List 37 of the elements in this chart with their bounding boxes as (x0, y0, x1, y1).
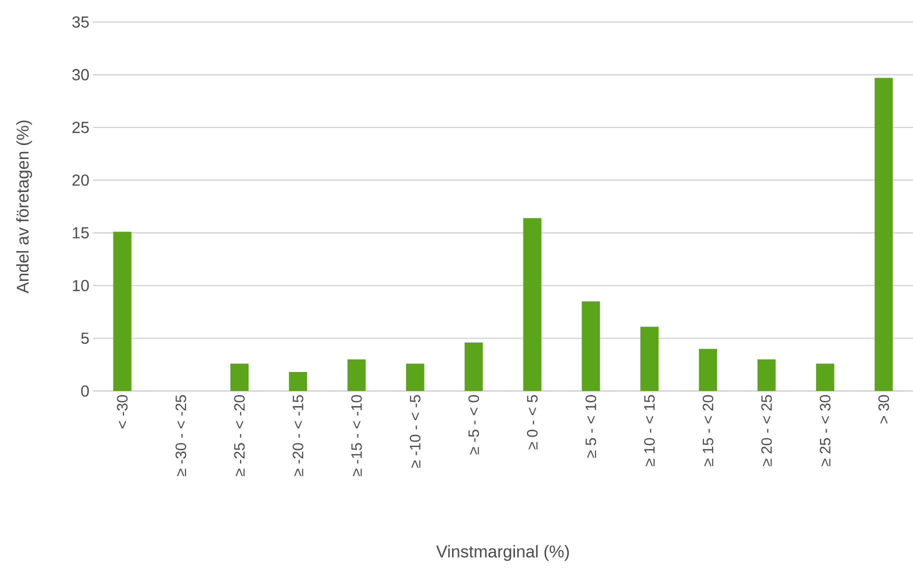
y-tick-label: 20 (72, 174, 89, 186)
x-tick-label: ≥ -15 - < -10 (351, 395, 362, 476)
y-axis-title: Andel av företagen (%) (16, 120, 32, 294)
bar (758, 359, 776, 391)
x-tick-label: ≥ -5 - < 0 (468, 395, 480, 454)
y-tick-label: 30 (72, 69, 89, 80)
bar (288, 372, 308, 391)
x-tick-label: ≥ -20 - < -15 (292, 395, 304, 476)
y-tick-label: 5 (81, 332, 89, 344)
y-tick-label: 15 (72, 227, 89, 238)
x-tick-label: ≥ 25 - < 30 (820, 395, 830, 466)
bar (698, 348, 718, 391)
x-tick-label: ≥ 10 - < 15 (644, 395, 655, 466)
bar (113, 232, 132, 391)
x-tick-label: ≥ 20 - < 25 (761, 395, 772, 466)
x-tick-label: ≥ -30 - < -25 (176, 395, 186, 476)
x-tick-label: ≥ -25 - < -20 (234, 395, 245, 476)
bar (816, 364, 834, 391)
x-tick-label: > 30 (878, 395, 890, 424)
x-tick-label: ≥ 5 - < 10 (586, 395, 596, 458)
bar (348, 359, 366, 391)
x-tick-label: < -30 (116, 395, 128, 428)
bar (523, 218, 542, 391)
bar (464, 342, 483, 391)
x-tick-label: ≥ 0 - < 5 (526, 395, 538, 450)
x-axis-title: Vinstmarginal (%) (436, 545, 569, 561)
y-tick-label: 0 (81, 385, 89, 397)
y-tick-label: 10 (72, 280, 89, 292)
x-tick-label: ≥ -10 - < -5 (410, 395, 420, 468)
bar (640, 326, 659, 391)
bar (582, 301, 600, 391)
y-tick-label: 35 (72, 16, 89, 28)
x-tick-label: ≥ 15 - < 20 (702, 395, 714, 466)
bar (406, 364, 424, 391)
bar (230, 364, 249, 391)
bar (874, 78, 893, 391)
y-tick-label: 25 (72, 122, 89, 134)
